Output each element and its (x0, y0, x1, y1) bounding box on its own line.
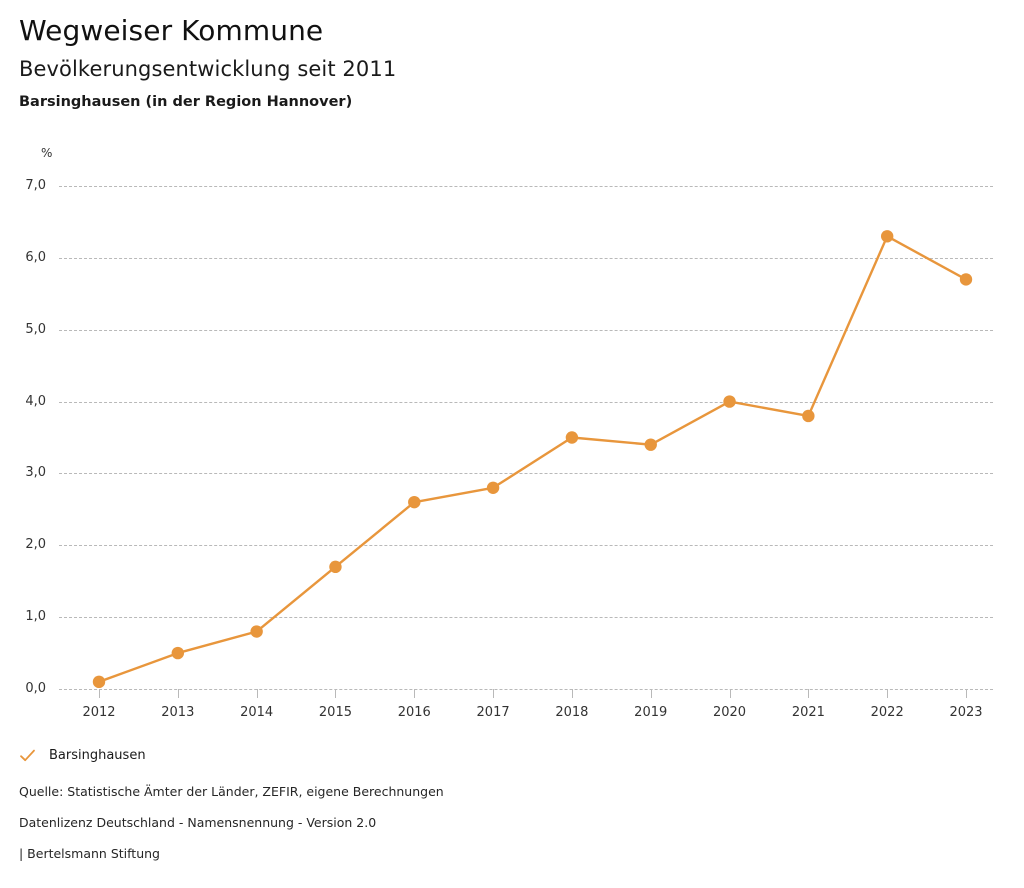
x-axis-tick-label: 2020 (712, 705, 747, 720)
y-axis-tick-label: 4,0 (25, 393, 46, 409)
plot-area (59, 186, 993, 690)
y-axis-tick-label: 5,0 (25, 321, 46, 337)
x-axis-tick-label: 2012 (82, 705, 116, 720)
check-icon[interactable] (19, 747, 36, 764)
x-axis-ticks (59, 689, 993, 698)
legend-item-label[interactable]: Barsinghausen (49, 747, 146, 763)
gridline (59, 401, 993, 403)
x-axis-tick (887, 689, 889, 698)
gridline (59, 545, 993, 547)
data-point[interactable] (92, 675, 106, 689)
x-axis-tick (256, 689, 258, 698)
gridline (59, 257, 993, 259)
source-note: Quelle: Statistische Ämter der Länder, Z… (19, 784, 444, 799)
data-point[interactable] (959, 273, 973, 286)
y-axis-tick-label: 2,0 (25, 537, 46, 553)
data-point[interactable] (250, 625, 263, 638)
x-axis-tick-label: 2014 (240, 705, 274, 720)
gridline (59, 689, 993, 690)
x-axis-tick (808, 689, 810, 698)
gridline (59, 186, 993, 187)
page-title: Wegweiser Kommune (19, 14, 324, 47)
x-axis-tick-label: 2023 (949, 705, 983, 720)
y-axis-tick-label: 6,0 (25, 249, 46, 265)
chart-header: Wegweiser Kommune Bevölkerungsentwicklun… (19, 14, 999, 112)
data-point[interactable] (644, 438, 657, 451)
data-point[interactable] (486, 481, 500, 494)
x-axis-tick-label: 2018 (555, 705, 589, 720)
chart-title: Bevölkerungsentwicklung seit 2011 (19, 57, 397, 81)
x-axis-tick-label: 2022 (870, 705, 904, 720)
gridline (59, 473, 993, 475)
gridline (59, 617, 993, 619)
x-axis-tick (966, 689, 967, 698)
x-axis-tick-label: 2017 (476, 705, 510, 720)
x-axis-tick-label: 2021 (791, 705, 825, 720)
chart-footer: Quelle: Statistische Ämter der Länder, Z… (19, 784, 719, 862)
publisher-note: | Bertelsmann Stiftung (19, 846, 160, 861)
data-point[interactable] (329, 560, 342, 574)
x-axis-tick (729, 689, 731, 698)
x-axis-labels: 2012 2013 2014 2015 2016 2017 2018 2019 2020 2021… (0, 705, 1024, 723)
gridline (59, 329, 993, 331)
data-point[interactable] (408, 495, 421, 509)
x-axis-tick (177, 689, 179, 698)
data-point[interactable] (802, 409, 815, 423)
y-axis-tick-label: 3,0 (25, 465, 46, 481)
data-point[interactable] (565, 431, 579, 444)
x-axis-tick-label: 2019 (634, 705, 668, 720)
x-axis-tick-label: 2016 (397, 705, 431, 720)
x-axis-tick-label: 2013 (161, 705, 195, 720)
x-axis-tick-label: 2015 (318, 705, 352, 720)
x-axis-tick (414, 689, 416, 698)
y-axis-unit-label: % (41, 146, 53, 160)
data-point[interactable] (171, 646, 185, 660)
license-note: Datenlizenz Deutschland - Namensnennung … (19, 815, 377, 830)
y-axis-tick-label: 7,0 (25, 178, 46, 193)
x-axis-tick (571, 689, 573, 698)
chart-legend[interactable]: Barsinghausen (19, 745, 146, 765)
y-axis-tick-label: 1,0 (25, 609, 46, 625)
line-chart: % 0,0 1,0 2,0 3,0 4,0 5,0 6,0 7,0 2012 2013 2014 2… (0, 146, 1024, 723)
data-point[interactable] (723, 395, 736, 408)
data-point[interactable] (880, 230, 894, 243)
x-axis-tick (493, 689, 495, 698)
y-axis-tick-label: 0,0 (25, 681, 46, 696)
chart-subtitle: Barsinghausen (in der Region Hannover) (19, 94, 353, 110)
series-line (97, 235, 968, 684)
series-layer (92, 230, 973, 689)
y-axis-labels: 0,0 1,0 2,0 3,0 4,0 5,0 6,0 7,0 (0, 179, 46, 695)
x-axis-tick (650, 689, 652, 698)
x-axis-tick (335, 689, 337, 698)
x-axis-tick (99, 689, 100, 698)
